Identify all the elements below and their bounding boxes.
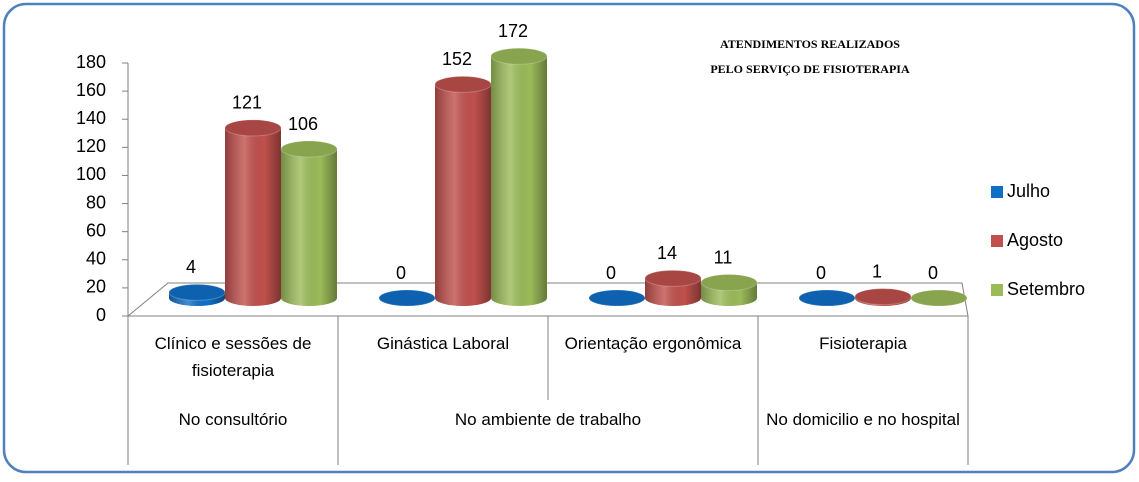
data-label: 0 <box>816 263 826 283</box>
bar-top <box>280 140 338 158</box>
data-label: 152 <box>442 49 472 69</box>
y-tick-label: 120 <box>76 136 106 156</box>
bar <box>434 75 492 306</box>
x-tick-label: Orientação ergonômica <box>564 334 742 353</box>
data-label: 0 <box>396 263 406 283</box>
y-tick-label: 40 <box>86 249 106 269</box>
group-label: No domicilio e no hospital <box>766 410 960 429</box>
bar-top-shade <box>911 290 967 306</box>
y-tick-label: 60 <box>86 220 106 240</box>
bar-shade <box>281 149 337 306</box>
bar <box>168 283 226 306</box>
group-label: No consultório <box>178 410 288 429</box>
bar-top-shade <box>435 76 491 93</box>
bar <box>854 288 912 306</box>
data-label: 4 <box>186 257 196 277</box>
data-label: 172 <box>498 21 528 41</box>
x-tick-label-box: Fisioterapia <box>819 334 907 353</box>
bar-shade <box>491 56 547 306</box>
bar-top-shade <box>225 119 281 136</box>
legend-swatch <box>991 235 1003 247</box>
legend-label: Setembro <box>1007 279 1085 299</box>
bar-top <box>490 47 548 65</box>
y-tick-label: 180 <box>76 52 106 72</box>
chart-title: PELO SERVIÇO DE FISIOTERAPIA <box>710 62 910 76</box>
group-label-box: No ambiente de trabalho <box>454 410 642 429</box>
bar-top-shade <box>379 290 435 306</box>
bar <box>798 289 856 307</box>
legend-label: Agosto <box>1007 230 1063 250</box>
y-tick-label: 100 <box>76 164 106 184</box>
y-tick-label: 20 <box>86 277 106 297</box>
group-label-box: No consultório <box>178 410 288 429</box>
floor <box>126 282 969 317</box>
bar <box>910 289 968 307</box>
legend-swatch <box>991 284 1003 296</box>
bar <box>280 140 338 306</box>
bar-top-shade <box>491 48 547 65</box>
data-label: 14 <box>657 243 677 263</box>
bar <box>224 119 282 306</box>
x-tick-label-box: Clínico e sessões de fisioterapia <box>154 334 312 380</box>
data-label: 106 <box>288 114 318 134</box>
bar-top <box>644 269 702 287</box>
bar-top-shade <box>281 141 337 158</box>
bar <box>378 289 436 307</box>
bar-top-shade <box>799 290 855 306</box>
legend-label: Julho <box>1007 181 1050 201</box>
bar-top <box>700 274 758 292</box>
data-label: 1 <box>872 261 882 281</box>
bar-top-shade <box>701 274 757 291</box>
bar-top-shade <box>645 270 701 287</box>
data-label: 0 <box>928 263 938 283</box>
x-tick-label-box: Orientação ergonômica <box>564 334 742 353</box>
bar-top-shade <box>169 284 225 301</box>
y-tick-label: 0 <box>96 305 106 325</box>
x-tick-label: Ginástica Laboral <box>376 334 510 353</box>
legend-swatch <box>991 186 1003 198</box>
bar <box>490 47 548 306</box>
bar-top-shade <box>855 288 911 305</box>
y-tick-label: 160 <box>76 80 106 100</box>
x-tick-label-box: Ginástica Laboral <box>376 334 510 353</box>
bar-top <box>224 119 282 137</box>
bar-top <box>854 288 912 306</box>
y-tick-label: 80 <box>86 192 106 212</box>
frame <box>2 2 1136 474</box>
data-label: 121 <box>232 93 262 113</box>
bar <box>700 274 758 306</box>
bar <box>588 289 646 307</box>
x-tick-label: Clínico e sessões de fisioterapia <box>154 334 312 380</box>
chart-title: ATENDIMENTOS REALIZADOS <box>720 37 900 51</box>
data-label: 0 <box>606 263 616 283</box>
bar-top <box>910 289 968 307</box>
y-tick-label: 140 <box>76 108 106 128</box>
bar-top-shade <box>589 290 645 306</box>
data-label: 11 <box>714 247 733 267</box>
bar <box>644 269 702 306</box>
group-label-box: No domicilio e no hospital <box>766 410 960 429</box>
group-label: No ambiente de trabalho <box>454 410 642 429</box>
bar-shade <box>225 127 281 306</box>
x-tick-label: Fisioterapia <box>819 334 907 353</box>
bar-shade <box>435 84 491 306</box>
